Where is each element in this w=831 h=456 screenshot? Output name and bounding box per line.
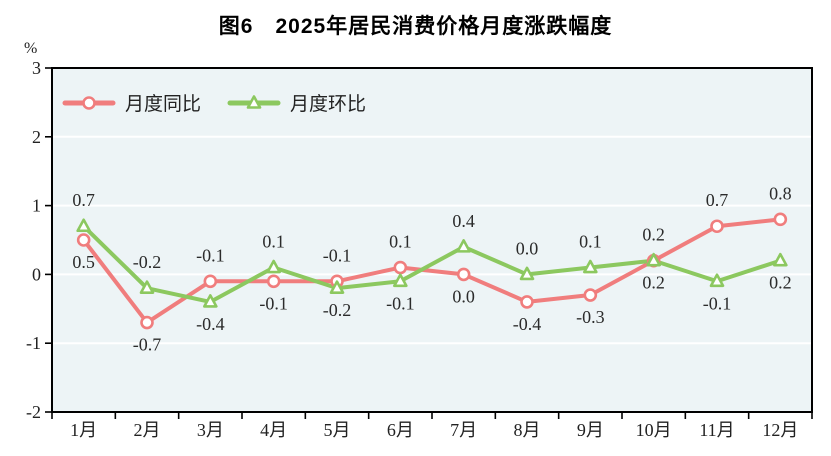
legend-label: 月度环比 bbox=[290, 93, 366, 115]
circle-marker bbox=[266, 274, 281, 289]
legend: 月度同比 月度环比 bbox=[62, 93, 366, 115]
triangle-marker bbox=[139, 280, 155, 294]
x-category-labels: 1月 2月 3月 4月 5月 6月 7月 8月 9月 10月 11月 12月 bbox=[70, 420, 798, 440]
data-label: -0.2 bbox=[323, 300, 352, 320]
x-category-label: 10月 bbox=[636, 420, 672, 440]
x-category-label: 6月 bbox=[387, 420, 414, 440]
data-label: -0.1 bbox=[386, 293, 415, 313]
data-label: 0.2 bbox=[769, 273, 792, 293]
triangle-marker bbox=[773, 252, 788, 267]
triangle-marker bbox=[329, 280, 345, 294]
legend-item-yoy: 月度同比 bbox=[62, 93, 201, 115]
circle-marker bbox=[710, 219, 724, 234]
triangle-marker bbox=[393, 273, 408, 288]
plot-background bbox=[52, 68, 812, 412]
data-label: -0.1 bbox=[196, 245, 225, 265]
circle-marker bbox=[583, 288, 598, 302]
triangle-marker bbox=[646, 252, 661, 267]
gridlines bbox=[52, 135, 812, 345]
y-tick-label: 1 bbox=[32, 196, 41, 216]
x-category-label: 2月 bbox=[134, 420, 161, 440]
y-tick-label: 2 bbox=[32, 127, 41, 147]
triangle-marker bbox=[203, 294, 218, 308]
x-category-label: 4月 bbox=[260, 420, 287, 440]
triangle-marker bbox=[76, 218, 91, 233]
x-category-label: 11月 bbox=[699, 420, 734, 440]
circle-marker bbox=[76, 233, 91, 247]
circle-marker bbox=[520, 295, 534, 309]
x-category-label: 12月 bbox=[762, 420, 798, 440]
circle-marker bbox=[393, 260, 408, 275]
data-labels-yoy: 0.5-0.7-0.1-0.1-0.10.10.0-0.4 -0.30.20.7 0… bbox=[72, 183, 791, 354]
data-label: -0.7 bbox=[133, 335, 162, 355]
data-label: 0.1 bbox=[389, 232, 412, 252]
circle-marker bbox=[203, 274, 218, 289]
data-label: -0.4 bbox=[196, 314, 225, 334]
triangle-marker bbox=[266, 259, 281, 274]
circle-marker bbox=[456, 267, 471, 282]
y-tick-label: 0 bbox=[32, 264, 41, 284]
x-axis-ticks bbox=[51, 412, 813, 419]
data-label: -0.4 bbox=[513, 314, 542, 334]
y-axis-unit-label: % bbox=[24, 40, 38, 57]
x-category-label: 7月 bbox=[450, 420, 477, 440]
data-label: -0.1 bbox=[703, 293, 732, 313]
circle-marker bbox=[773, 212, 788, 227]
series-yoy-line bbox=[81, 217, 783, 325]
legend-label: 月度同比 bbox=[125, 93, 201, 115]
chart-title: 图6 2025年居民消费价格月度涨跌幅度 bbox=[218, 15, 613, 38]
y-axis-tick-labels: 3 2 1 0 -1 -2 bbox=[26, 58, 41, 422]
y-tick-label: -1 bbox=[26, 333, 41, 353]
data-label: 0.5 bbox=[72, 252, 95, 272]
circle-marker bbox=[140, 315, 154, 330]
data-label: 0.2 bbox=[642, 225, 665, 245]
data-label: -0.2 bbox=[133, 252, 162, 272]
data-label: 0.7 bbox=[706, 190, 729, 210]
triangle-marker bbox=[456, 239, 471, 253]
data-label: 0.4 bbox=[452, 211, 475, 231]
data-label: 0.1 bbox=[262, 232, 285, 252]
y-axis-ticks bbox=[45, 67, 52, 413]
data-label: 0.0 bbox=[452, 286, 475, 306]
data-label: 0.1 bbox=[579, 232, 602, 252]
data-label: 0.7 bbox=[72, 190, 95, 210]
data-label: -0.3 bbox=[576, 307, 605, 327]
triangle-marker bbox=[709, 273, 725, 288]
triangle-marker bbox=[519, 266, 535, 281]
y-tick-label: -2 bbox=[26, 402, 41, 422]
series-yoy-markers bbox=[76, 212, 788, 330]
legend-item-mom: 月度环比 bbox=[227, 93, 366, 115]
y-tick-label: 3 bbox=[32, 58, 41, 78]
data-labels-mom: 0.7 -0.2 -0.4 0.1 -0.2 -0.1 0.4 0.0 0.1 0.2 -0.1 0.… bbox=[72, 190, 791, 334]
series-mom-markers bbox=[76, 218, 788, 308]
x-category-label: 8月 bbox=[514, 420, 541, 440]
data-label: 0.8 bbox=[769, 183, 792, 203]
data-label: 0.0 bbox=[516, 238, 539, 258]
x-category-label: 3月 bbox=[197, 420, 224, 440]
data-label: 0.2 bbox=[642, 273, 665, 293]
x-category-label: 5月 bbox=[324, 420, 351, 440]
data-label: -0.1 bbox=[259, 293, 288, 313]
triangle-marker bbox=[583, 259, 598, 274]
legend-circle-marker bbox=[82, 96, 96, 110]
data-label: -0.1 bbox=[323, 245, 352, 265]
x-category-label: 9月 bbox=[577, 420, 604, 440]
x-category-label: 1月 bbox=[70, 420, 97, 440]
series-mom-line bbox=[81, 224, 783, 304]
legend-triangle-marker bbox=[246, 95, 262, 109]
